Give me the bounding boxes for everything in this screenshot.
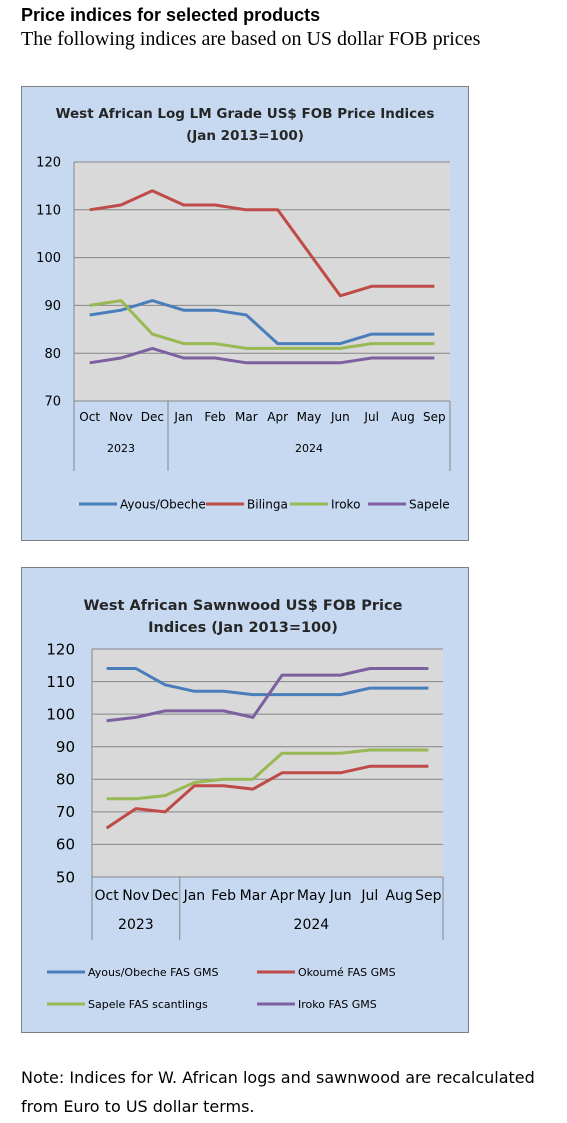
chart-title-line: Indices (Jan 2013=100) (148, 620, 338, 636)
legend-label: Sapele (409, 498, 450, 512)
x-tick-label: Jan (183, 888, 206, 904)
x-group-label: 2024 (294, 917, 330, 933)
x-tick-label: Oct (95, 888, 120, 904)
x-tick-label: Jul (360, 888, 378, 904)
page-subheading: The following indices are based on US do… (21, 28, 481, 50)
x-tick-label: Aug (391, 410, 414, 424)
x-tick-label: Nov (109, 410, 132, 424)
x-tick-label: Sep (415, 888, 442, 904)
note-text: Note: Indices for W. African logs and sa… (21, 1068, 535, 1116)
x-tick-label: Jun (330, 410, 350, 424)
legend-label: Sapele FAS scantlings (88, 998, 208, 1011)
y-tick-label: 100 (36, 251, 61, 266)
x-tick-label: Sep (423, 410, 446, 424)
x-tick-label: Feb (204, 410, 225, 424)
y-tick-label: 110 (36, 203, 61, 218)
x-tick-label: Aug (385, 888, 412, 904)
x-group-label: 2023 (118, 917, 154, 933)
y-tick-label: 120 (46, 640, 75, 658)
y-tick-label: 50 (56, 868, 75, 886)
legend-label: Ayous/Obeche FAS GMS (88, 966, 218, 979)
legend-label: Iroko FAS GMS (298, 998, 377, 1011)
sawnwood-price-chart: West African Sawnwood US$ FOB Price Indic… (21, 567, 469, 1033)
y-tick-label: 70 (44, 395, 61, 410)
x-group-label: 2023 (107, 442, 135, 455)
y-tick-label: 110 (46, 673, 75, 691)
chart-title-line: (Jan 2013=100) (186, 128, 304, 144)
y-tick-label: 100 (46, 705, 75, 723)
y-tick-label: 90 (56, 738, 75, 756)
x-tick-label: Feb (211, 888, 236, 904)
y-tick-label: 80 (56, 771, 75, 789)
series-line (106, 667, 429, 723)
x-group-label: 2024 (295, 442, 323, 455)
log-price-chart-svg: West African Log LM Grade US$ FOB Price … (36, 106, 451, 512)
series-line (105, 764, 429, 830)
x-tick-label: Oct (79, 410, 100, 424)
y-tick-label: 80 (44, 347, 61, 362)
x-tick-label: Dec (141, 410, 164, 424)
y-tick-label: 120 (36, 156, 61, 171)
legend-label: Iroko (331, 498, 360, 512)
series-line (106, 748, 429, 801)
y-tick-label: 60 (56, 836, 75, 854)
x-tick-label: Dec (152, 888, 179, 904)
x-tick-label: Jun (329, 888, 352, 904)
x-tick-label: Mar (240, 888, 267, 904)
plot-area (74, 162, 450, 401)
x-tick-label: May (297, 888, 326, 904)
legend-label: Ayous/Obeche (120, 498, 206, 512)
y-tick-label: 90 (44, 299, 61, 314)
page-heading: Price indices for selected products (21, 5, 321, 25)
chart-title-line: West African Log LM Grade US$ FOB Price … (56, 106, 435, 122)
series-line (89, 189, 435, 298)
y-tick-label: 70 (56, 803, 75, 821)
x-tick-label: Jul (363, 410, 378, 424)
series-line (89, 346, 435, 365)
series-line (89, 299, 435, 346)
legend-label: Bilinga (247, 498, 288, 512)
log-price-chart: West African Log LM Grade US$ FOB Price … (21, 86, 469, 541)
plot-area (92, 649, 443, 877)
legend-label: Okoumé FAS GMS (298, 966, 396, 979)
chart-title-line: West African Sawnwood US$ FOB Price (84, 598, 403, 614)
x-tick-label: Apr (267, 410, 288, 424)
sawnwood-price-chart-svg: West African Sawnwood US$ FOB Price Indic… (46, 598, 444, 1011)
x-tick-label: Apr (270, 888, 294, 904)
x-tick-label: Jan (173, 410, 193, 424)
series-line (89, 299, 435, 350)
x-tick-label: Nov (122, 888, 149, 904)
x-tick-label: Mar (235, 410, 258, 424)
x-tick-label: May (297, 410, 322, 424)
